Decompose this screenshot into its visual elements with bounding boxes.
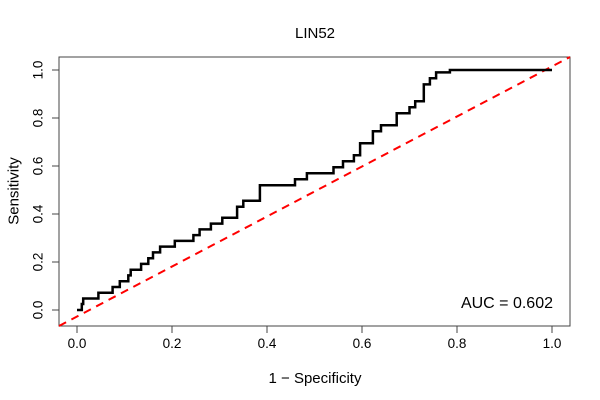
plot-frame bbox=[58, 56, 571, 327]
y-axis-label: Sensitivity bbox=[5, 157, 23, 225]
chance-diagonal-line bbox=[58, 56, 571, 327]
auc-annotation: AUC = 0.602 bbox=[460, 295, 553, 312]
x-tick-label-2: 0.4 bbox=[257, 336, 277, 351]
x-tick-label-4: 0.8 bbox=[447, 336, 467, 351]
y-tick-label-4: 0.8 bbox=[30, 108, 46, 128]
x-tick-label-5: 1.0 bbox=[542, 336, 562, 351]
y-tick-label-3: 0.6 bbox=[30, 156, 46, 176]
x-tick-label-3: 0.6 bbox=[352, 336, 372, 351]
x-tick-label-1: 0.2 bbox=[162, 336, 182, 351]
y-tick-label-0: 0.0 bbox=[30, 300, 46, 320]
roc-curve bbox=[77, 68, 552, 312]
y-tick-label-2: 0.4 bbox=[30, 204, 46, 224]
x-axis-label: 1 − Specificity bbox=[268, 370, 362, 387]
y-tick-label-5: 1.0 bbox=[30, 60, 46, 80]
y-tick-label-1: 0.2 bbox=[30, 252, 46, 272]
plot-title: LIN52 bbox=[294, 25, 336, 42]
x-tick-label-0: 0.0 bbox=[67, 336, 87, 351]
